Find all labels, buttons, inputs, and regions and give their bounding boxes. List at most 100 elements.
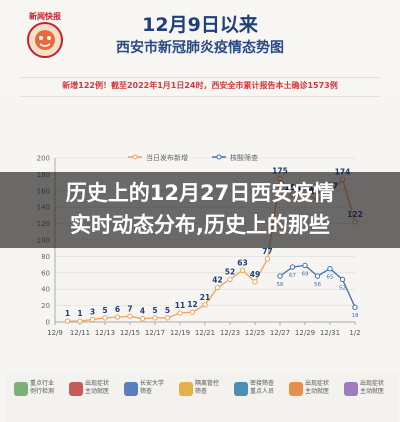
- y-tick-label: 80: [41, 253, 50, 261]
- data-label: 77: [262, 247, 272, 256]
- overlay-text: 历史上的12月27日西安疫情 实时动态分布,历史上的那些: [0, 177, 400, 241]
- data-label: 5: [165, 306, 170, 315]
- data-point: [289, 264, 296, 270]
- x-tick-label: 12/13: [95, 329, 115, 337]
- data-point: [264, 256, 271, 262]
- data-point: [227, 276, 233, 283]
- data-point: [214, 284, 221, 291]
- data-label: 12: [187, 300, 197, 309]
- data-label: 174: [335, 167, 351, 176]
- data-point: [164, 315, 171, 321]
- x-tick-label: 12/15: [120, 329, 140, 337]
- data-point: [102, 315, 108, 321]
- data-label: 67: [289, 273, 296, 279]
- legend-category-label: 密接筛查 重点人员: [250, 380, 275, 395]
- data-label: 175: [272, 167, 288, 176]
- x-tick-label: 12/19: [170, 329, 190, 337]
- x-tick-label: 12/11: [70, 329, 90, 337]
- data-point: [152, 315, 158, 321]
- data-label: 65: [327, 275, 334, 281]
- data-point: [252, 279, 258, 285]
- summary-text: 新增122例！截至2022年1月1日24时，西安全市累计报告本土确诊1573例: [62, 81, 338, 90]
- news-logo-icon: [27, 22, 63, 58]
- x-tick-label: 12/25: [245, 329, 265, 337]
- data-point: [77, 318, 83, 324]
- y-tick-label: 40: [41, 286, 50, 294]
- data-point: [339, 276, 346, 283]
- page-subtitle: 西安市新冠肺炎疫情态势图: [116, 40, 284, 56]
- series-screening: 56 67 69 56 65 52 18: [277, 262, 359, 319]
- x-tick-label: 1/2: [349, 329, 360, 337]
- x-tick-label: 12/21: [195, 329, 215, 337]
- data-label: 1: [77, 309, 82, 318]
- overlay-line-1: 历史上的12月27日西安疫情: [65, 181, 335, 205]
- data-label: 52: [225, 267, 235, 276]
- data-label: 3: [90, 308, 95, 317]
- data-point: [202, 302, 208, 308]
- overlay-line-2: 实时动态分布,历史上的那些: [70, 213, 330, 237]
- data-label: 6: [115, 305, 120, 314]
- header: 新闻快报 12月9日以来 西安市新冠肺炎疫情态势图 新增122例！截至2022年…: [0, 0, 400, 97]
- legend-category-label: 重点行业 例行检测: [30, 380, 55, 395]
- y-tick-label: 200: [37, 155, 50, 163]
- data-point: [314, 273, 321, 279]
- data-point: [177, 310, 183, 316]
- data-point: [139, 316, 146, 322]
- chart-legend: 当日发布新增 核酸筛查: [128, 153, 258, 162]
- data-label: 42: [212, 276, 222, 285]
- legend-marker-screening: [216, 154, 222, 160]
- data-label: 11: [175, 301, 185, 310]
- y-tick-label: 60: [41, 269, 50, 277]
- legend-category-icon: [179, 382, 193, 396]
- legend-category-icon: [234, 382, 248, 396]
- legend-category-label: 出现症状 主动就医: [305, 380, 330, 395]
- data-label: 52: [339, 285, 346, 291]
- x-tick-label: 12/17: [145, 329, 165, 337]
- summary-banner: 新增122例！截至2022年1月1日24时，西安全市累计报告本土确诊1573例: [20, 77, 380, 97]
- data-label: 7: [127, 304, 132, 313]
- legend-category-icon: [124, 382, 138, 396]
- data-point: [89, 316, 96, 323]
- data-point: [127, 313, 133, 319]
- data-point: [327, 266, 333, 272]
- data-label: 56: [277, 282, 284, 288]
- data-point: [302, 262, 308, 269]
- page-title: 12月9日以来: [142, 14, 258, 36]
- data-label: 1: [65, 309, 70, 318]
- bottom-legend: 重点行业 例行检测 出现症状 主动就医 长安大学 筛查 隔离管控 筛查 密接筛查 重点人…: [6, 374, 398, 422]
- x-axis: 12/9 12/11 12/13 12/15 12/17 12/19 12/21 12/23 1…: [47, 321, 361, 337]
- legend-label-screening: 核酸筛查: [230, 153, 258, 162]
- data-label: 4: [140, 307, 145, 316]
- data-label: 49: [250, 270, 260, 279]
- legend-category-icon: [14, 382, 28, 396]
- legend-category-label: 出现症状 主动就医: [85, 380, 110, 395]
- legend-label-daily-new: 当日发布新增: [146, 153, 188, 162]
- legend-category-label: 长安大学 筛查: [140, 380, 165, 395]
- data-label: 63: [237, 258, 247, 267]
- data-point: [277, 273, 283, 279]
- data-label: 56: [314, 282, 321, 288]
- data-label: 5: [102, 306, 107, 315]
- y-tick-label: 0: [46, 319, 50, 327]
- data-label: 21: [200, 293, 210, 302]
- data-label: 5: [152, 306, 157, 315]
- data-label: 18: [352, 313, 359, 319]
- x-tick-label: 12/31: [320, 329, 340, 337]
- x-tick-label: 12/9: [47, 329, 63, 337]
- data-point: [64, 318, 71, 324]
- legend-category-label: 出现症状 主动就医: [360, 380, 385, 395]
- data-point: [239, 267, 246, 274]
- data-point: [189, 309, 196, 315]
- title-overlay: 历史上的12月27日西安疫情 实时动态分布,历史上的那些: [0, 172, 400, 248]
- y-tick-label: 20: [41, 302, 50, 310]
- legend-category-icon: [344, 382, 358, 396]
- legend-category-icon: [289, 382, 303, 396]
- legend-category-label: 隔离管控 筛查: [195, 380, 220, 395]
- x-tick-label: 12/27: [270, 329, 290, 337]
- x-tick-label: 12/29: [295, 329, 315, 337]
- logo-text: 新闻快报: [29, 12, 61, 21]
- legend-category-icon: [69, 382, 83, 396]
- data-point: [114, 314, 121, 320]
- x-tick-label: 12/23: [220, 329, 240, 337]
